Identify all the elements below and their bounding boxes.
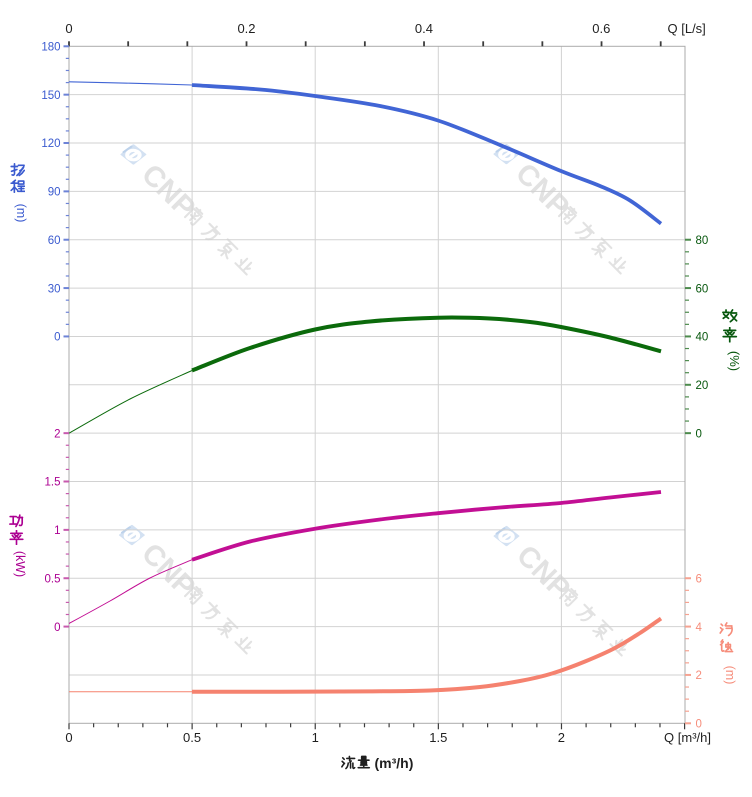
svg-text:(m): (m) <box>723 666 737 685</box>
svg-text:0.5: 0.5 <box>45 573 61 585</box>
svg-text:(kW): (kW) <box>13 551 27 577</box>
svg-text:2: 2 <box>54 428 60 440</box>
svg-text:90: 90 <box>48 187 61 199</box>
svg-text:6: 6 <box>696 573 702 585</box>
svg-text:Q [m³/h]: Q [m³/h] <box>664 730 711 745</box>
svg-text:60: 60 <box>696 283 709 295</box>
svg-text:0: 0 <box>54 622 60 634</box>
svg-text:2: 2 <box>696 670 702 682</box>
svg-text:(%): (%) <box>727 351 742 371</box>
svg-text:180: 180 <box>41 42 60 54</box>
svg-text:(m³/h): (m³/h) <box>375 755 414 771</box>
svg-text:0: 0 <box>696 428 702 440</box>
svg-text:0: 0 <box>54 332 60 344</box>
svg-text:30: 30 <box>48 283 61 295</box>
svg-text:1: 1 <box>54 525 60 537</box>
svg-text:1.5: 1.5 <box>45 477 61 489</box>
svg-text:20: 20 <box>696 380 709 392</box>
svg-text:60: 60 <box>48 235 61 247</box>
svg-text:0: 0 <box>696 719 702 731</box>
svg-text:(m): (m) <box>14 204 28 223</box>
svg-text:4: 4 <box>696 622 703 634</box>
svg-text:1: 1 <box>312 730 319 745</box>
svg-text:0.6: 0.6 <box>592 21 610 36</box>
svg-text:80: 80 <box>696 235 709 247</box>
svg-text:0.2: 0.2 <box>237 21 255 36</box>
svg-text:0.5: 0.5 <box>183 730 201 745</box>
svg-text:40: 40 <box>696 332 709 344</box>
svg-text:Q [L/s]: Q [L/s] <box>668 21 706 36</box>
svg-text:0: 0 <box>65 21 72 36</box>
svg-text:0.4: 0.4 <box>415 21 433 36</box>
svg-text:0: 0 <box>65 730 72 745</box>
svg-text:1.5: 1.5 <box>429 730 447 745</box>
svg-text:120: 120 <box>41 138 60 150</box>
svg-text:150: 150 <box>41 90 60 102</box>
svg-text:2: 2 <box>558 730 565 745</box>
